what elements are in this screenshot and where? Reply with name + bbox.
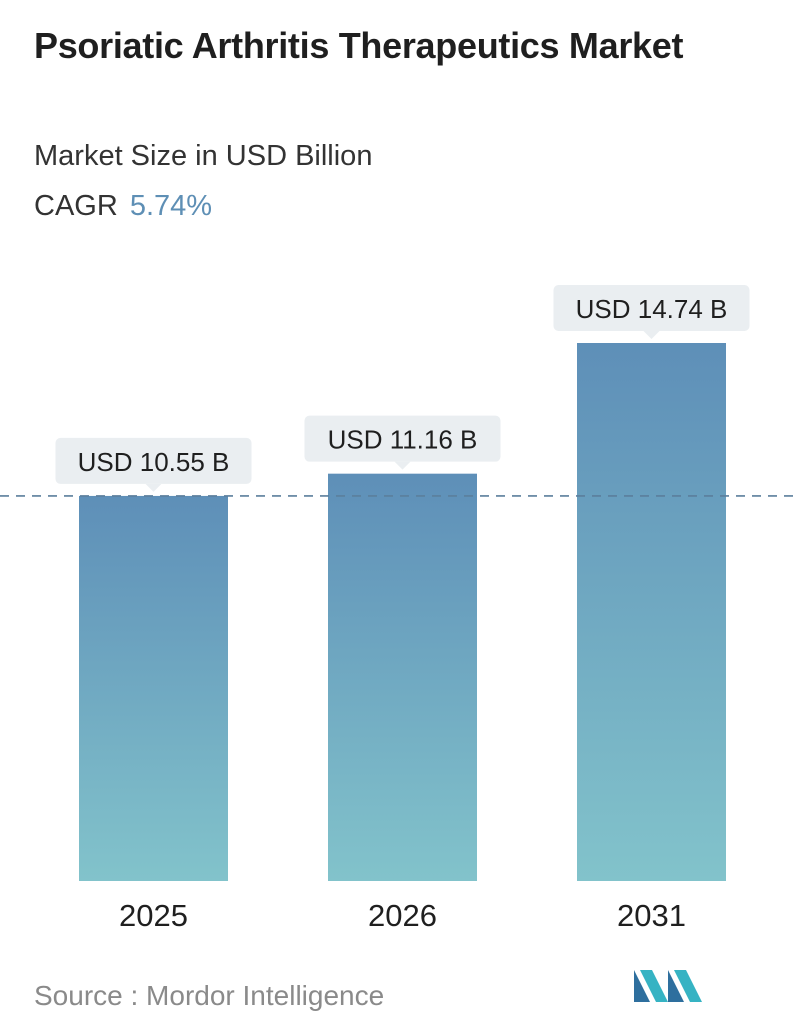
cagr-value: 5.74% <box>129 190 213 222</box>
chart-subtitle: Market Size in USD Billion <box>34 140 373 172</box>
bar-2026 <box>328 473 477 881</box>
value-labels-layer: USD 10.55 B USD 11.16 B USD 14.74 B <box>55 285 750 492</box>
x-tick-2031: 2031 <box>617 898 686 933</box>
value-label-2031: USD 14.74 B <box>553 285 750 339</box>
cagr-label: CAGR <box>34 190 118 222</box>
value-label-text: USD 14.74 B <box>576 294 728 324</box>
value-label-2026: USD 11.16 B <box>304 415 501 470</box>
bar-2025 <box>79 495 228 881</box>
source-text: Source : Mordor Intelligence <box>34 980 385 1011</box>
cagr-row: CAGR 5.74% <box>34 190 212 223</box>
value-label-text: USD 10.55 B <box>78 447 230 477</box>
x-axis-ticks: 2025 2026 2031 <box>119 898 686 933</box>
x-tick-2026: 2026 <box>368 898 437 933</box>
bars-layer <box>79 343 726 881</box>
value-label-2025: USD 10.55 B <box>55 437 252 492</box>
value-label-text: USD 11.16 B <box>328 425 478 455</box>
x-tick-2025: 2025 <box>119 898 188 933</box>
page-title: Psoriatic Arthritis Therapeutics Market <box>34 25 684 66</box>
mordor-intelligence-logo-icon <box>634 970 702 1002</box>
bar-2031 <box>577 343 726 881</box>
